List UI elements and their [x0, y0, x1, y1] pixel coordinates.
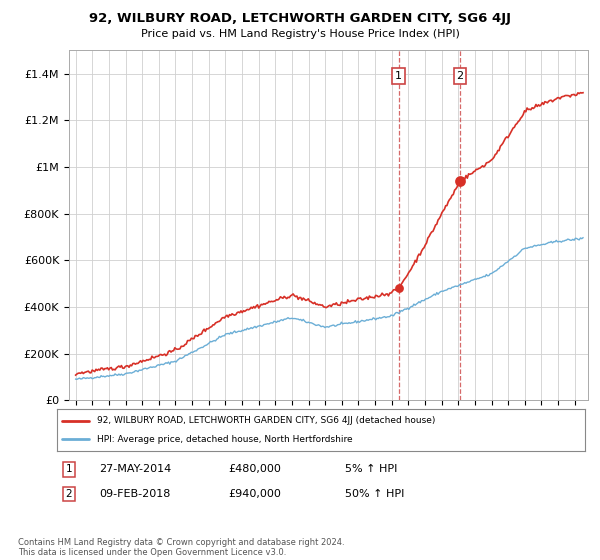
Text: HPI: Average price, detached house, North Hertfordshire: HPI: Average price, detached house, Nort…	[97, 435, 352, 444]
Text: £940,000: £940,000	[228, 489, 281, 499]
Text: Price paid vs. HM Land Registry's House Price Index (HPI): Price paid vs. HM Land Registry's House …	[140, 29, 460, 39]
Text: 2: 2	[457, 71, 464, 81]
Point	[455, 176, 465, 185]
Text: 2: 2	[65, 489, 73, 499]
Text: Contains HM Land Registry data © Crown copyright and database right 2024.
This d: Contains HM Land Registry data © Crown c…	[18, 538, 344, 557]
Point	[394, 284, 403, 293]
Text: 92, WILBURY ROAD, LETCHWORTH GARDEN CITY, SG6 4JJ (detached house): 92, WILBURY ROAD, LETCHWORTH GARDEN CITY…	[97, 416, 435, 425]
Text: 5% ↑ HPI: 5% ↑ HPI	[345, 464, 397, 474]
Text: 1: 1	[65, 464, 73, 474]
Text: 50% ↑ HPI: 50% ↑ HPI	[345, 489, 404, 499]
Text: £480,000: £480,000	[228, 464, 281, 474]
Text: 27-MAY-2014: 27-MAY-2014	[99, 464, 171, 474]
Text: 1: 1	[395, 71, 402, 81]
Text: 09-FEB-2018: 09-FEB-2018	[99, 489, 170, 499]
Text: 92, WILBURY ROAD, LETCHWORTH GARDEN CITY, SG6 4JJ: 92, WILBURY ROAD, LETCHWORTH GARDEN CITY…	[89, 12, 511, 25]
